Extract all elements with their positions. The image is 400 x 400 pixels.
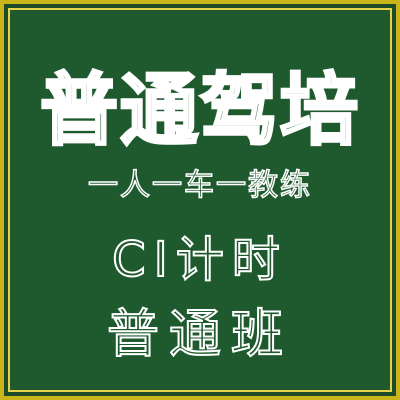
- poster-title: 普通驾培: [38, 65, 360, 158]
- poster-inner-border: [8, 8, 392, 392]
- chalkboard-background: 普通驾培 一人一车一教练 CI计时 普通班: [10, 10, 390, 390]
- course-name: CI计时: [111, 231, 288, 289]
- class-name: 普通班: [106, 304, 293, 366]
- poster-slogan: 一人一车一教练: [87, 167, 312, 204]
